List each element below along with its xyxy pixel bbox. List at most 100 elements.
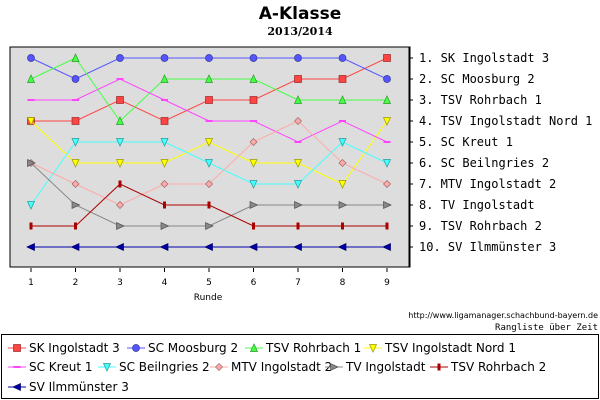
legend-entry-label: TSV Rohrbach 1 (265, 341, 361, 355)
series-layer (26, 53, 392, 252)
x-tick-label: 2 (73, 278, 79, 288)
source-url[interactable]: http://www.ligamanager.schachbund-bayern… (408, 311, 598, 320)
series-point (296, 222, 300, 230)
series-point (338, 95, 347, 104)
series-point (204, 159, 214, 168)
series-point (70, 242, 80, 252)
x-tick-label: 9 (384, 278, 390, 288)
legend-swatch-marker (102, 363, 112, 372)
series-point (74, 222, 77, 230)
rank-axis: 1. SK Ingolstadt 3 2. SC Moosburg 2 3. T… (408, 47, 592, 267)
x-tick-label: 4 (162, 278, 168, 288)
series-point (382, 117, 392, 126)
legend-entry-label: MTV Ingolstadt 2 (231, 360, 332, 374)
legend-entry-label: TSV Ingolstadt Nord 1 (384, 341, 516, 355)
series-point (382, 95, 392, 104)
series-point (27, 158, 36, 168)
legend-entry-label: TSV Rohrbach 2 (450, 360, 546, 374)
series-point (294, 141, 302, 143)
legend: SK Ingolstadt 3 SC Moosburg 2 TSV Rohrbach… (8, 341, 546, 394)
series-point (26, 201, 36, 210)
series-point (118, 180, 122, 188)
series-point (160, 180, 169, 188)
rank-label: 4. TSV Ingolstadt Nord 1 (419, 114, 592, 128)
series-point (115, 138, 125, 147)
chart-subtitle: 2013/2014 (267, 25, 333, 38)
series-point (249, 180, 258, 189)
legend-swatch-marker (132, 344, 140, 352)
series-point (338, 138, 347, 147)
series-point (205, 96, 213, 104)
series-point (160, 74, 169, 83)
series-point (383, 200, 392, 210)
x-axis: 1 2 3 4 5 6 7 8 9 (28, 268, 390, 288)
series-point (116, 78, 124, 80)
rank-label: 10. SV Ilmmünster 3 (419, 240, 556, 254)
series-point (205, 120, 213, 122)
x-tick-label: 6 (251, 278, 257, 288)
rank-label: 3. TSV Rohrbach 1 (419, 93, 542, 107)
series-point (338, 54, 347, 62)
series-point (385, 222, 389, 230)
series-point (116, 201, 124, 209)
series-point (205, 54, 213, 62)
series-point (160, 221, 170, 231)
rank-label: 7. MTV Ingolstadt 2 (419, 177, 556, 191)
series-point (383, 141, 391, 143)
legend-entry-label: SK Ingolstadt 3 (29, 341, 120, 355)
series-point (293, 95, 303, 104)
series-point (115, 159, 125, 168)
series-point (382, 159, 392, 168)
series-point (204, 74, 214, 83)
series-point (116, 54, 124, 62)
series-point (116, 96, 124, 104)
series-point (115, 242, 124, 252)
series-point (26, 74, 36, 83)
x-axis-label: Runde (194, 293, 223, 303)
series-point (71, 159, 80, 168)
series-point (27, 99, 35, 101)
legend-swatch-marker (330, 362, 339, 372)
series-point (71, 138, 80, 147)
legend-swatch-marker (215, 363, 223, 371)
series-point (205, 180, 213, 188)
legend-entry-label: SV Ilmmünster 3 (29, 380, 129, 394)
series-point (72, 99, 79, 101)
series-point (160, 117, 169, 125)
series-point (163, 201, 166, 209)
series-point (249, 200, 259, 210)
legend-swatch-marker (368, 344, 378, 353)
series-point (71, 180, 80, 188)
series-point (383, 180, 391, 188)
series-point (338, 159, 347, 167)
legend-entry-label: SC Moosburg 2 (148, 341, 238, 355)
series-point (207, 201, 211, 209)
series-point (160, 54, 169, 62)
series-point (71, 200, 81, 210)
series-point (338, 200, 348, 210)
rank-label: 8. TV Ingolstadt (419, 198, 535, 212)
series-point (248, 242, 258, 252)
series-point (115, 116, 125, 125)
series-point (250, 120, 257, 122)
series-point (383, 54, 391, 62)
series-point (382, 242, 391, 252)
series-point (205, 221, 214, 231)
series-point (252, 222, 255, 230)
series-point (294, 117, 302, 125)
series-point (161, 99, 168, 101)
series-point (29, 222, 33, 230)
series-point (293, 180, 303, 189)
series-point (338, 180, 347, 189)
plot-area (9, 46, 411, 268)
x-tick-label: 8 (340, 278, 346, 288)
series-point (293, 159, 303, 168)
legend-swatch-marker (437, 363, 441, 371)
series-point (26, 117, 36, 126)
x-tick-label: 5 (206, 278, 212, 288)
rank-label: 6. SC Beilngries 2 (419, 156, 549, 170)
series-point (338, 75, 347, 83)
series-point (294, 54, 302, 62)
series-point (27, 54, 35, 62)
